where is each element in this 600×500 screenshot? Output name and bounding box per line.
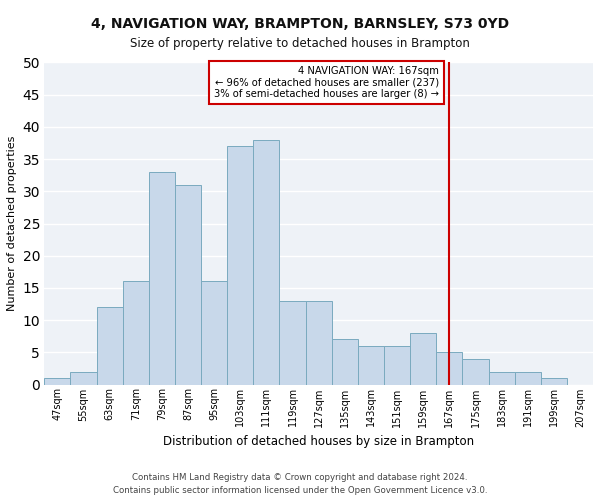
Y-axis label: Number of detached properties: Number of detached properties bbox=[7, 136, 17, 311]
Bar bbox=[488, 372, 515, 384]
Bar bbox=[410, 333, 436, 384]
Text: 4, NAVIGATION WAY, BRAMPTON, BARNSLEY, S73 0YD: 4, NAVIGATION WAY, BRAMPTON, BARNSLEY, S… bbox=[91, 18, 509, 32]
Bar bbox=[332, 340, 358, 384]
Bar bbox=[541, 378, 567, 384]
Bar bbox=[463, 359, 488, 384]
Bar bbox=[384, 346, 410, 385]
Bar bbox=[70, 372, 97, 384]
Text: 4 NAVIGATION WAY: 167sqm
← 96% of detached houses are smaller (237)
3% of semi-d: 4 NAVIGATION WAY: 167sqm ← 96% of detach… bbox=[214, 66, 439, 99]
Bar bbox=[253, 140, 280, 384]
Bar bbox=[201, 282, 227, 385]
Bar bbox=[305, 301, 332, 384]
Bar bbox=[122, 282, 149, 385]
Bar bbox=[515, 372, 541, 384]
Bar bbox=[44, 378, 70, 384]
Bar bbox=[149, 172, 175, 384]
Bar bbox=[358, 346, 384, 385]
Text: Size of property relative to detached houses in Brampton: Size of property relative to detached ho… bbox=[130, 38, 470, 51]
Text: Contains HM Land Registry data © Crown copyright and database right 2024.
Contai: Contains HM Land Registry data © Crown c… bbox=[113, 474, 487, 495]
Bar bbox=[227, 146, 253, 384]
Bar bbox=[280, 301, 305, 384]
Bar bbox=[175, 185, 201, 384]
Bar bbox=[97, 308, 122, 384]
Bar bbox=[436, 352, 463, 384]
X-axis label: Distribution of detached houses by size in Brampton: Distribution of detached houses by size … bbox=[163, 435, 474, 448]
